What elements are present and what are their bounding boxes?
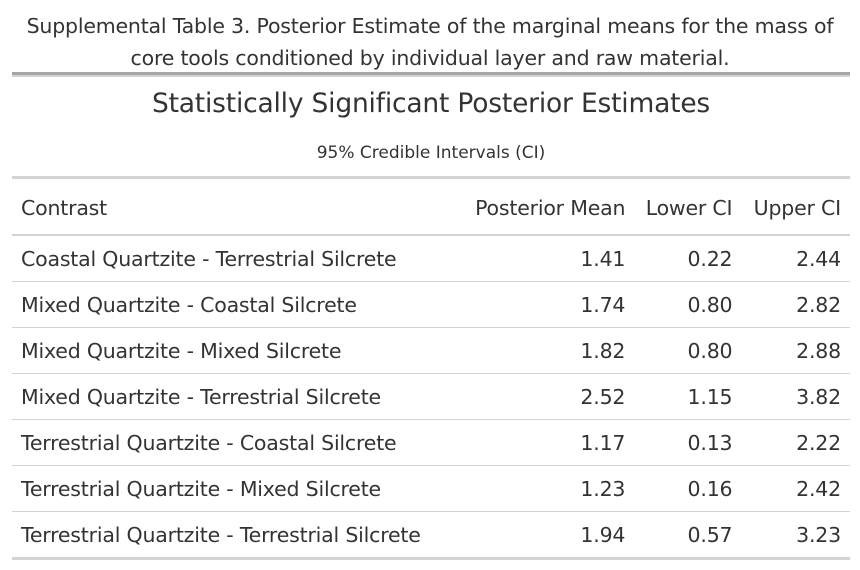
- cell-posterior-mean: 1.94: [459, 511, 637, 560]
- column-header-contrast: Contrast: [21, 195, 107, 220]
- cell-upper-ci: 2.88: [744, 327, 850, 374]
- cell-posterior-mean: 1.17: [459, 419, 637, 466]
- cell-upper-ci: 2.42: [744, 465, 850, 512]
- cell-lower-ci: 0.80: [636, 281, 745, 328]
- cell-lower-ci: 0.80: [636, 327, 745, 374]
- cell-contrast: Coastal Quartzite - Terrestrial Silcrete: [12, 234, 460, 282]
- cell-posterior-mean: 1.74: [459, 281, 637, 328]
- cell-lower-ci: 0.13: [636, 419, 745, 466]
- cell-contrast: Terrestrial Quartzite - Coastal Silcrete: [12, 419, 460, 466]
- table-subtitle: 95% Credible Intervals (CI): [316, 143, 546, 163]
- cell-contrast: Terrestrial Quartzite - Terrestrial Silc…: [12, 511, 460, 560]
- column-header-upper-ci: Upper CI: [753, 195, 842, 220]
- table-row: Terrestrial Quartzite - Mixed Silcrete 1…: [12, 465, 850, 512]
- column-header-lower-ci: Lower CI: [645, 195, 733, 220]
- cell-lower-ci: 0.57: [636, 511, 745, 560]
- table-row: Mixed Quartzite - Coastal Silcrete 1.74 …: [12, 281, 850, 328]
- table-row: Terrestrial Quartzite - Terrestrial Silc…: [12, 511, 850, 560]
- cell-contrast: Mixed Quartzite - Terrestrial Silcrete: [12, 373, 460, 420]
- cell-posterior-mean: 1.41: [459, 234, 637, 282]
- cell-contrast: Terrestrial Quartzite - Mixed Silcrete: [12, 465, 460, 512]
- table-title: Statistically Significant Posterior Esti…: [151, 88, 711, 119]
- cell-posterior-mean: 1.82: [459, 327, 637, 374]
- header-row: Contrast Posterior Mean Lower CI Upper C…: [12, 181, 850, 235]
- caption-line-2: core tools conditioned by individual lay…: [130, 46, 730, 70]
- cell-upper-ci: 2.82: [744, 281, 850, 328]
- cell-posterior-mean: 1.23: [459, 465, 637, 512]
- table-caption: Supplemental Table 3. Posterior Estimate…: [0, 10, 860, 74]
- table-row: Mixed Quartzite - Mixed Silcrete 1.82 0.…: [12, 327, 850, 374]
- cell-upper-ci: 2.22: [744, 419, 850, 466]
- cell-posterior-mean: 2.52: [459, 373, 637, 420]
- estimates-table: Contrast Posterior Mean Lower CI Upper C…: [12, 181, 850, 560]
- header-top-rule: [12, 176, 850, 179]
- column-header-posterior-mean: Posterior Mean: [475, 195, 626, 220]
- caption-line-1: Supplemental Table 3. Posterior Estimate…: [26, 14, 834, 38]
- caption-rule-dark: [12, 72, 850, 75]
- cell-contrast: Mixed Quartzite - Mixed Silcrete: [12, 327, 460, 374]
- cell-upper-ci: 3.23: [744, 511, 850, 560]
- cell-upper-ci: 3.82: [744, 373, 850, 420]
- cell-contrast: Mixed Quartzite - Coastal Silcrete: [12, 281, 460, 328]
- cell-lower-ci: 0.16: [636, 465, 745, 512]
- table-row: Mixed Quartzite - Terrestrial Silcrete 2…: [12, 373, 850, 420]
- table-row: Coastal Quartzite - Terrestrial Silcrete…: [12, 234, 850, 282]
- caption-rule-light: [12, 75, 850, 77]
- cell-lower-ci: 0.22: [636, 234, 745, 282]
- cell-upper-ci: 2.44: [744, 234, 850, 282]
- table-row: Terrestrial Quartzite - Coastal Silcrete…: [12, 419, 850, 466]
- cell-lower-ci: 1.15: [636, 373, 745, 420]
